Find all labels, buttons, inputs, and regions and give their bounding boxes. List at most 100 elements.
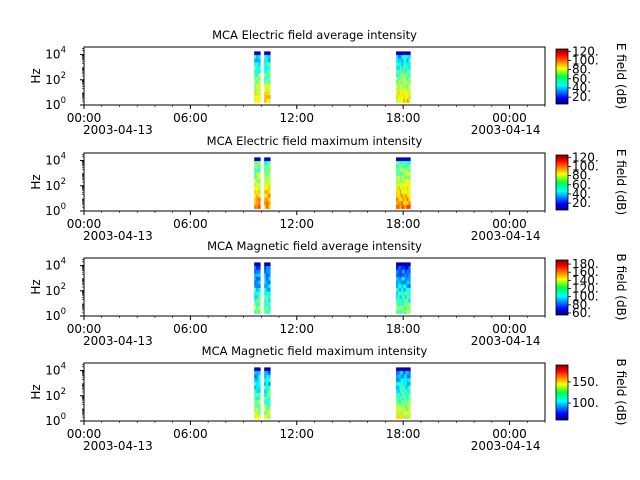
data-cell (403, 385, 406, 390)
data-cell (268, 389, 271, 394)
data-cell (266, 280, 269, 285)
data-cell (396, 201, 399, 206)
data-cell (404, 95, 408, 100)
y-tick-label: 102 (45, 71, 66, 87)
data-cell (264, 378, 267, 383)
data-cell (258, 62, 261, 67)
data-cell (256, 69, 259, 74)
data-cell (266, 186, 269, 191)
data-cell (266, 403, 269, 408)
data-cell (404, 407, 408, 412)
data-cell (266, 407, 269, 412)
data-cell (399, 280, 402, 285)
data-cell (401, 51, 404, 56)
data-cell (406, 309, 409, 314)
data-cell (399, 95, 402, 100)
data-cell (406, 87, 409, 92)
data-cell (254, 306, 257, 311)
data-cell (397, 392, 400, 397)
data-cell (256, 66, 259, 71)
data-cell (404, 295, 408, 300)
data-cell (406, 201, 409, 206)
data-cell (254, 66, 257, 71)
data-cell (266, 392, 269, 397)
data-cell (258, 298, 261, 303)
data-cell (254, 407, 257, 412)
data-cell (406, 175, 409, 180)
data-cell (399, 164, 402, 169)
data-cell (397, 179, 400, 184)
data-cell (266, 306, 269, 311)
data-cell (406, 374, 409, 379)
data-cell (399, 284, 402, 289)
data-cell (399, 277, 402, 282)
data-cell (266, 69, 269, 74)
colorbar-tick-label: 120. (572, 44, 599, 58)
data-cell (268, 371, 271, 376)
data-cell (406, 295, 409, 300)
data-cell (399, 411, 402, 416)
data-cell (396, 95, 399, 100)
y-tick-exponent: 4 (61, 362, 66, 372)
data-cell (264, 175, 267, 180)
data-cell (258, 55, 261, 60)
data-cell (268, 298, 271, 303)
data-cell (256, 175, 259, 180)
data-cell (397, 280, 400, 285)
data-cell (254, 87, 257, 92)
data-cell (401, 374, 404, 379)
data-cell (256, 91, 259, 96)
data-cell (268, 87, 271, 92)
x-date-label-end: 2003-04-14 (471, 229, 541, 243)
data-cell (399, 262, 402, 267)
data-cell (258, 197, 261, 202)
data-cell (397, 284, 400, 289)
data-cell (264, 382, 267, 387)
data-cell (396, 287, 399, 292)
data-cell (264, 400, 267, 405)
x-date-label-end: 2003-04-14 (471, 123, 541, 137)
data-cell (268, 175, 271, 180)
data-cell (264, 284, 267, 289)
data-cell (408, 411, 411, 416)
x-date-label-start: 2003-04-13 (83, 439, 153, 453)
data-cell (404, 204, 408, 209)
data-cell (396, 186, 399, 191)
y-tick-label: 100 (45, 412, 66, 428)
data-cell (399, 175, 402, 180)
data-cell (406, 98, 409, 103)
data-cell (396, 262, 399, 267)
data-cell (399, 66, 402, 71)
data-cell (399, 378, 402, 383)
data-cell (258, 306, 261, 311)
data-cell (401, 306, 404, 311)
data-cell (404, 201, 408, 206)
data-cell (258, 374, 261, 379)
data-cell (408, 371, 411, 376)
data-cell (254, 414, 257, 419)
data-cell (264, 291, 267, 296)
data-cell (408, 367, 411, 372)
data-cell (401, 262, 404, 267)
data-cell (397, 87, 400, 92)
data-cell (254, 411, 257, 416)
x-tick-label: 06:00 (173, 111, 208, 125)
data-cell (404, 378, 408, 383)
data-cell (396, 277, 399, 282)
data-cell (256, 269, 259, 274)
data-cell (268, 164, 271, 169)
data-cell (404, 396, 408, 401)
data-cell (401, 287, 404, 292)
data-cell (401, 179, 404, 184)
data-cell (403, 302, 406, 307)
data-cell (264, 389, 267, 394)
data-cell (254, 186, 257, 191)
colorbar-tick-label: 100. (572, 53, 599, 67)
data-cell (266, 66, 269, 71)
data-cell (254, 309, 257, 314)
data-cell (397, 55, 400, 60)
data-cell (403, 175, 406, 180)
data-cell (397, 172, 400, 177)
data-cell (266, 193, 269, 198)
x-tick-label: 12:00 (279, 111, 314, 125)
